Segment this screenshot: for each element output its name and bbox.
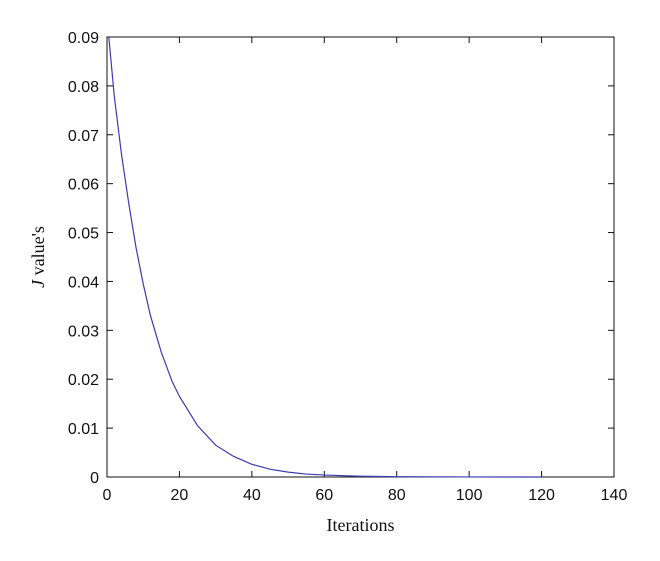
y-axis-label: J value's <box>28 226 48 288</box>
x-tick-label: 100 <box>456 487 483 504</box>
x-tick-label: 20 <box>171 487 189 504</box>
y-tick-label: 0.07 <box>68 128 99 145</box>
x-tick-label: 60 <box>315 487 333 504</box>
axes-frame <box>106 36 615 478</box>
y-tick-label: 0 <box>90 470 99 487</box>
series-layer <box>108 36 542 478</box>
y-tick-label: 0.08 <box>68 79 99 96</box>
y-tick-label: 0.06 <box>68 177 99 194</box>
x-tick-label: 120 <box>528 487 555 504</box>
series-line <box>108 36 542 478</box>
y-axis-label-text: value's <box>28 226 48 280</box>
y-tick-label: 0.04 <box>68 274 99 291</box>
y-tick-label: 0.03 <box>68 323 99 340</box>
plot-area: 0 20 40 60 80 100 120 140 0 0.01 0.02 0.03 0.04 0.05… <box>68 30 628 504</box>
y-tick-label: 0.01 <box>68 421 99 438</box>
y-axis-label-symbol: J <box>28 279 48 288</box>
x-axis-label: Iterations <box>327 515 395 535</box>
y-axis-ticks: 0 0.01 0.02 0.03 0.04 0.05 0.06 0.07 0.08 0.09 <box>68 30 614 487</box>
x-tick-label: 80 <box>388 487 406 504</box>
y-tick-label: 0.09 <box>68 30 99 47</box>
y-tick-label: 0.02 <box>68 372 99 389</box>
x-tick-label: 0 <box>103 487 112 504</box>
x-tick-label: 40 <box>243 487 261 504</box>
x-axis-ticks: 0 20 40 60 80 100 120 140 <box>103 37 628 504</box>
y-tick-label: 0.05 <box>68 226 99 243</box>
x-tick-label: 140 <box>601 487 628 504</box>
